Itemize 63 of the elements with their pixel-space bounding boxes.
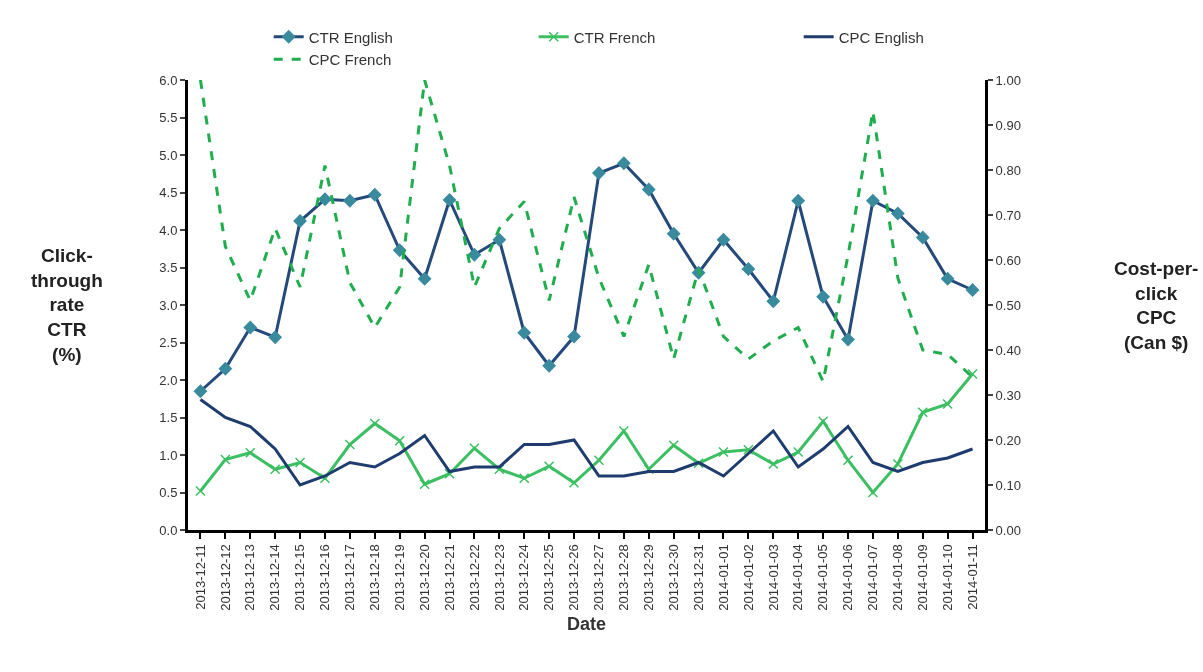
y2-tick-label: 0.20 [995, 432, 1021, 448]
x-tick-label: 2013-12-27 [591, 544, 607, 611]
y-tick-label: 1.5 [159, 410, 178, 426]
y2-tick-label: 0.60 [995, 252, 1021, 268]
y-tick-label: 5.5 [159, 110, 178, 126]
x-tick-label: 2014-01-11 [964, 544, 980, 610]
y-tick-label: 6.0 [159, 72, 178, 88]
y-tick-label: 0.5 [159, 485, 178, 501]
y-tick-label: 4.0 [159, 222, 178, 238]
legend-label: CTR French [573, 28, 656, 46]
x-tick-label: 2013-12-29 [640, 544, 656, 611]
x-tick-label: 2014-01-06 [840, 544, 856, 611]
x-tick-label: 2014-01-05 [815, 544, 831, 611]
y2-tick-label: 0.80 [995, 162, 1021, 178]
y-tick-label: 0.0 [159, 522, 178, 538]
x-tick-label: 2013-12-14 [267, 544, 283, 611]
x-tick-label: 2014-01-09 [914, 544, 930, 611]
y2-tick-label: 0.40 [995, 342, 1021, 358]
y-tick-label: 1.0 [159, 447, 178, 463]
x-tick-label: 2013-12-23 [491, 544, 507, 611]
x-tick-label: 2013-12-22 [466, 544, 482, 611]
y-tick-label: 3.5 [159, 260, 178, 276]
x-tick-label: 2013-12-21 [441, 544, 457, 611]
legend-label: CPC English [838, 28, 924, 46]
y-axis-title: Click- through rate CTR (%) [31, 245, 103, 365]
y-tick-label: 5.0 [159, 147, 178, 163]
x-tick-label: 2013-12-25 [541, 544, 557, 611]
y-tick-label: 2.0 [159, 372, 178, 388]
x-tick-label: 2013-12-30 [665, 544, 681, 611]
y2-tick-label: 0.00 [995, 522, 1021, 538]
y-tick-label: 3.0 [159, 297, 178, 313]
x-tick-label: 2013-12-13 [242, 544, 258, 611]
x-tick-label: 2013-12-26 [566, 544, 582, 611]
x-tick-label: 2013-12-17 [342, 544, 358, 611]
legend-label: CTR English [308, 28, 393, 46]
y2-tick-label: 0.10 [995, 477, 1021, 493]
x-tick-label: 2013-12-16 [317, 544, 333, 611]
x-tick-label: 2014-01-01 [715, 544, 731, 611]
y-tick-label: 2.5 [159, 335, 178, 351]
x-tick-label: 2013-12-28 [616, 544, 632, 611]
x-axis-title: Date [566, 613, 607, 634]
x-tick-label: 2014-01-07 [865, 544, 881, 611]
y-tick-label: 4.5 [159, 185, 178, 201]
y2-tick-label: 1.00 [995, 72, 1021, 88]
x-tick-label: 2014-01-04 [790, 544, 806, 611]
y2-tick-label: 0.90 [995, 117, 1021, 133]
x-tick-label: 2013-12-24 [516, 544, 532, 611]
legend-label: CPC French [308, 51, 392, 69]
y2-tick-label: 0.50 [995, 297, 1021, 313]
x-tick-label: 2013-12-11 [192, 544, 208, 610]
x-tick-label: 2013-12-19 [391, 544, 407, 611]
x-tick-label: 2014-01-02 [740, 544, 756, 611]
y2-axis-title: Cost-per- click CPC (Can $) [1114, 258, 1199, 354]
x-tick-label: 2014-01-03 [765, 544, 781, 611]
x-tick-label: 2013-12-12 [217, 544, 233, 611]
x-tick-label: 2014-01-10 [939, 544, 955, 611]
x-tick-label: 2013-12-15 [292, 544, 308, 611]
x-tick-label: 2014-01-08 [890, 544, 906, 611]
y2-tick-label: 0.70 [995, 207, 1021, 223]
x-tick-label: 2013-12-18 [367, 544, 383, 611]
x-tick-label: 2013-12-31 [690, 544, 706, 611]
x-tick-label: 2013-12-20 [416, 544, 432, 611]
y2-tick-label: 0.30 [995, 387, 1021, 403]
